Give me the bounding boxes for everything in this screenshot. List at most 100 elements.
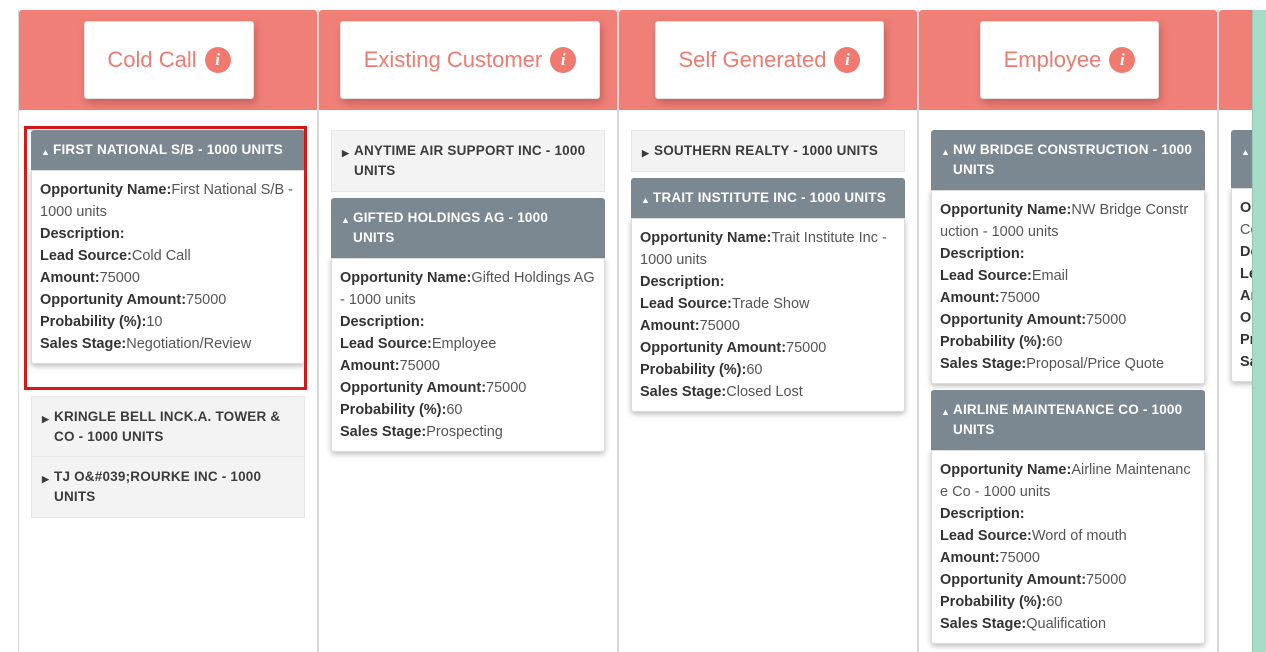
opportunity-card[interactable]: ▶ ANYTIME AIR SUPPORT INC - 1000 UNITS [331, 130, 605, 192]
card-header[interactable]: ▶ TJ O&#039;ROURKE INC - 1000 UNITS [31, 456, 305, 518]
card-title: GIFTED HOLDINGS AG - 1000 UNITS [353, 210, 549, 245]
field-value: First National S/B - 1000 units [40, 182, 293, 220]
opportunity-card[interactable]: ▲ AIRLINE MAINTENANCE CO - 1000 UNITS Op… [931, 390, 1205, 644]
card-header[interactable]: ▲ GIFTED HOLDINGS AG - 1000 UNITS [331, 198, 605, 258]
field-label: Lead Source: [940, 528, 1032, 544]
card-header[interactable]: ▲ TRAIT INSTITUTE INC - 1000 UNITS [631, 178, 905, 218]
field-value: Trait Institute Inc - 1000 units [640, 230, 887, 268]
card-header[interactable]: ▶ ANYTIME AIR SUPPORT INC - 1000 UNITS [331, 130, 605, 192]
field-label: Opportunity Name: [640, 230, 772, 246]
info-icon[interactable]: i [834, 47, 861, 73]
column-header: Self Generated i [619, 10, 917, 110]
field-value: Qualification [1026, 616, 1107, 632]
field-label: Description: [940, 506, 1025, 522]
field-value: 75000 [699, 318, 740, 334]
field-value: Proposal/Price Quote [1026, 356, 1165, 372]
card-title: KRINGLE BELL INCK.A. TOWER & CO - 1000 U… [54, 409, 281, 444]
field-label: Probability (%): [640, 362, 747, 378]
field-label: Description: [940, 246, 1025, 262]
column-title-box[interactable]: Existing Customer i [340, 21, 600, 99]
card-header[interactable]: ▶ KRINGLE BELL INCK.A. TOWER & CO - 1000… [31, 396, 305, 458]
field-label: Description: [40, 226, 125, 242]
card-title: SOUTHERN REALTY - 1000 UNITS [654, 143, 879, 158]
field-label: Opportunity Name: [940, 462, 1072, 478]
info-icon[interactable]: i [1109, 47, 1136, 73]
opportunity-card[interactable]: ▶ TJ O&#039;ROURKE INC - 1000 UNITS [31, 456, 305, 518]
opportunity-card[interactable]: ▲ FIRST NATIONAL S/B - 1000 UNITS Opport… [31, 130, 305, 364]
field-value: Trade Show [731, 296, 810, 312]
column-title: Existing Customer [363, 47, 543, 72]
card-details: Opportunity Name:Gifted Holdings AG - 10… [331, 258, 605, 452]
field-value: 75000 [99, 270, 140, 286]
field-label: Probability (%): [40, 314, 147, 330]
column-title-box[interactable]: Cold Call i [84, 21, 254, 99]
field-value: 75000 [1086, 312, 1127, 328]
card-header[interactable]: ▲ FIRST NATIONAL S/B - 1000 UNITS [31, 130, 305, 170]
card-details: Opportunity Name:NW Bridge Construction … [931, 190, 1205, 384]
column-cold-call: Cold Call i ▲ FIRST NATIONAL S/B - 1000 … [18, 10, 318, 652]
card-details: Opportunity Name:Trait Institute Inc - 1… [631, 218, 905, 412]
field-value: 60 [746, 362, 763, 378]
field-value: Negotiation/Review [126, 336, 252, 352]
opportunity-card[interactable]: ▶ KRINGLE BELL INCK.A. TOWER & CO - 1000… [31, 396, 305, 458]
triangle-up-icon: ▲ [341, 215, 351, 225]
field-value: NW Bridge Construction - 1000 units [940, 202, 1189, 240]
triangle-right-icon: ▶ [42, 414, 50, 424]
field-label: Sales Stage: [340, 424, 427, 440]
field-label: Amount: [340, 358, 400, 374]
field-value: 75000 [486, 380, 527, 396]
field-value: 75000 [999, 550, 1040, 566]
vertical-scrollbar[interactable] [1252, 10, 1266, 652]
field-label: Opportunity Amount: [640, 340, 787, 356]
card-title: TJ O&#039;ROURKE INC - 1000 UNITS [54, 469, 262, 504]
opportunity-card[interactable]: ▲ TRAIT INSTITUTE INC - 1000 UNITS Oppor… [631, 178, 905, 412]
field-label: Opportunity Name: [40, 182, 172, 198]
column-title: Self Generated [678, 47, 827, 72]
card-title: TRAIT INSTITUTE INC - 1000 UNITS [653, 190, 886, 205]
field-label: Lead Source: [940, 268, 1032, 284]
field-value: 75000 [1086, 572, 1127, 588]
card-title: ANYTIME AIR SUPPORT INC - 1000 UNITS [354, 143, 586, 178]
field-label: Opportunity Amount: [40, 292, 187, 308]
field-value: 75000 [186, 292, 227, 308]
field-label: Sales Stage: [40, 336, 127, 352]
info-icon[interactable]: i [204, 47, 231, 73]
card-header[interactable]: ▶ SOUTHERN REALTY - 1000 UNITS [631, 130, 905, 172]
column-title-box[interactable]: Employee i [980, 21, 1159, 99]
opportunity-card[interactable]: ▲ GIFTED HOLDINGS AG - 1000 UNITS Opport… [331, 198, 605, 452]
field-label: Description: [340, 314, 425, 330]
card-header[interactable]: ▲ AIRLINE MAINTENANCE CO - 1000 UNITS [931, 390, 1205, 450]
field-label: Opportunity Amount: [340, 380, 487, 396]
field-value: Cold Call [131, 248, 191, 264]
triangle-up-icon: ▲ [641, 195, 651, 205]
field-value: Gifted Holdings AG - 1000 units [340, 270, 595, 308]
triangle-up-icon: ▲ [41, 147, 51, 157]
column-header: Cold Call i [19, 10, 317, 110]
card-details: Opportunity Name:Airline Maintenance Co … [931, 450, 1205, 644]
column-title: Employee [1003, 47, 1102, 72]
column-title-box[interactable]: Self Generated i [655, 21, 884, 99]
opportunity-card[interactable]: ▲ NW BRIDGE CONSTRUCTION - 1000 UNITS Op… [931, 130, 1205, 384]
column-self-generated: Self Generated i ▶ SOUTHERN REALTY - 100… [618, 10, 918, 652]
field-label: Lead Source: [40, 248, 132, 264]
card-title: FIRST NATIONAL S/B - 1000 UNITS [53, 142, 283, 157]
column-header: Existing Customer i [319, 10, 617, 110]
column-title: Cold Call [107, 47, 197, 72]
triangle-up-icon: ▲ [941, 147, 951, 157]
triangle-up-icon: ▲ [1241, 147, 1251, 157]
triangle-right-icon: ▶ [642, 148, 650, 158]
field-value: 60 [446, 402, 463, 418]
opportunity-card[interactable]: ▶ SOUTHERN REALTY - 1000 UNITS [631, 130, 905, 172]
field-label: Opportunity Name: [340, 270, 472, 286]
selection-highlight [24, 126, 307, 390]
card-title: NW BRIDGE CONSTRUCTION - 1000 UNITS [953, 142, 1193, 177]
card-header[interactable]: ▲ NW BRIDGE CONSTRUCTION - 1000 UNITS [931, 130, 1205, 190]
kanban-board: Cold Call i ▲ FIRST NATIONAL S/B - 1000 … [18, 10, 1266, 652]
field-label-fragment: Pr [1240, 332, 1256, 348]
field-value: Prospecting [426, 424, 503, 440]
field-label: Opportunity Amount: [940, 312, 1087, 328]
field-label: Lead Source: [340, 336, 432, 352]
info-icon[interactable]: i [550, 47, 577, 73]
field-value: 75000 [399, 358, 440, 374]
field-label: Lead Source: [640, 296, 732, 312]
